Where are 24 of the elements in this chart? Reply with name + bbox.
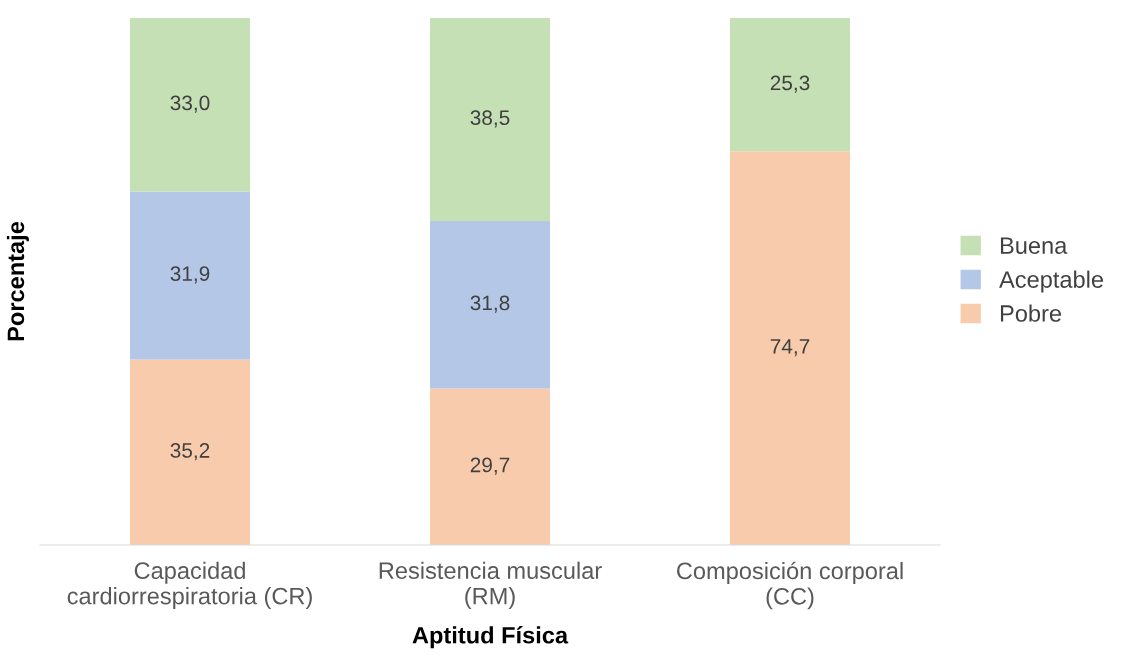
- data-label: 31,8: [470, 295, 510, 313]
- legend-label: Buena: [1000, 237, 1068, 254]
- legend-label: Aceptable: [999, 270, 1103, 293]
- x-tick-label: Capacidad cardiorrespiratoria (CR): [67, 561, 312, 610]
- data-label: 25,3: [770, 75, 810, 93]
- data-label: 31,9: [170, 266, 210, 284]
- bar: [130, 18, 250, 192]
- bar: [730, 151, 850, 545]
- bar: [430, 18, 550, 221]
- legend-label: Pobre: [1000, 304, 1061, 322]
- data-label: 29,7: [470, 457, 510, 475]
- data-label: 35,2: [170, 443, 210, 461]
- bar: [430, 220, 550, 389]
- bar: [730, 18, 850, 152]
- y-axis-title: Porcentaje: [6, 221, 29, 341]
- x-tick-label: Composición corporal (CC): [677, 561, 903, 610]
- bar: [430, 388, 550, 545]
- data-label: 38,5: [470, 110, 510, 128]
- data-label: 74,7: [770, 339, 810, 357]
- bar: [130, 191, 250, 360]
- bar: [130, 359, 250, 545]
- x-tick-label: Resistencia muscular (RM): [379, 561, 602, 610]
- x-axis-title: Aptitud Física: [412, 626, 569, 649]
- data-label: 33,0: [170, 95, 210, 113]
